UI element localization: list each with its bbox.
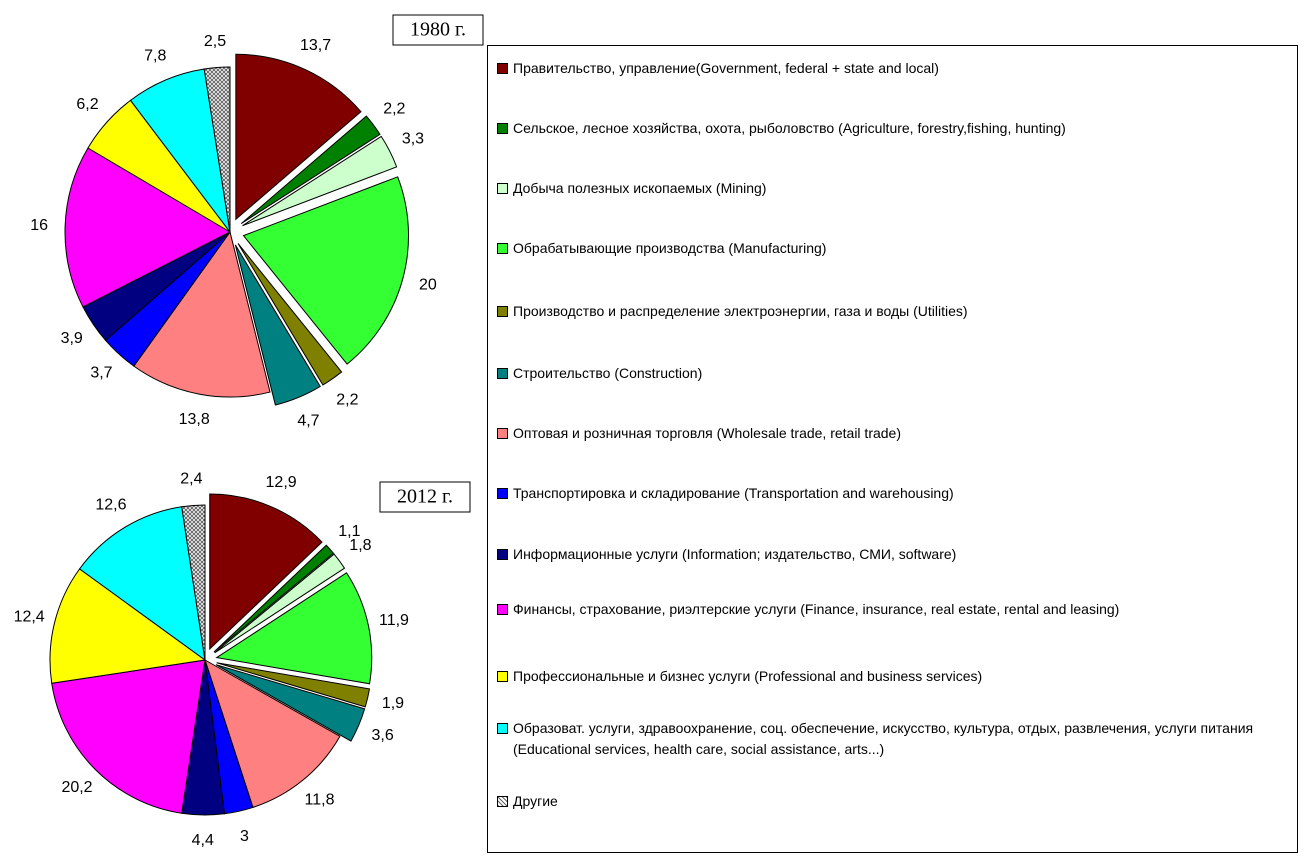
legend-label: Сельское, лесное хозяйства, охота, рыбол… bbox=[513, 120, 1066, 136]
legend-item: Добыча полезных ископаемых (Mining) bbox=[497, 178, 1287, 199]
legend-swatch bbox=[497, 306, 508, 317]
data-label: 3,7 bbox=[90, 364, 112, 381]
data-label: 1,9 bbox=[382, 695, 404, 712]
legend-swatch bbox=[497, 549, 508, 560]
pie-slice bbox=[49, 568, 207, 684]
data-label: 2,5 bbox=[204, 33, 226, 50]
data-label: 2,2 bbox=[383, 101, 405, 118]
data-label: 12,4 bbox=[14, 608, 45, 625]
pie-slice bbox=[240, 115, 381, 225]
legend-item: Транспортировка и складирование (Transpo… bbox=[497, 483, 1287, 504]
legend-swatch bbox=[497, 604, 508, 615]
data-label: 2,4 bbox=[180, 471, 202, 488]
pie-slice bbox=[214, 553, 346, 654]
legend-swatch bbox=[497, 243, 508, 254]
data-label: 7,8 bbox=[144, 47, 166, 64]
legend-item: Производство и распределение электроэнер… bbox=[497, 301, 1287, 322]
legend-label: Транспортировка и складирование (Transpo… bbox=[513, 485, 954, 501]
data-label: 13,8 bbox=[179, 411, 210, 428]
data-label: 3,3 bbox=[402, 131, 424, 148]
pie-slice bbox=[216, 662, 371, 708]
data-label: 20 bbox=[419, 277, 437, 294]
legend-swatch bbox=[497, 796, 508, 807]
legend-swatch bbox=[497, 428, 508, 439]
legend-label: Добыча полезных ископаемых (Mining) bbox=[513, 180, 767, 196]
pie-slice bbox=[242, 176, 410, 365]
legend-label: Финансы, страхование, риэлтерские услуги… bbox=[513, 601, 1120, 617]
data-label: 13,7 bbox=[300, 37, 331, 54]
pie-slice bbox=[181, 504, 206, 661]
chart-title: 1980 г. bbox=[410, 19, 466, 41]
data-label: 3,6 bbox=[371, 727, 393, 744]
legend-swatch bbox=[497, 123, 508, 134]
pie-slice bbox=[235, 53, 362, 221]
legend: Правительство, управление(Government, fe… bbox=[487, 45, 1298, 853]
legend-label: Другие bbox=[513, 793, 558, 809]
data-label: 12,9 bbox=[266, 474, 297, 491]
title-box bbox=[379, 481, 471, 513]
data-label: 3 bbox=[240, 828, 249, 845]
pie-slice bbox=[64, 147, 232, 308]
data-label: 1,8 bbox=[349, 537, 371, 554]
data-label: 16 bbox=[30, 217, 48, 234]
data-label: 12,6 bbox=[95, 497, 126, 514]
legend-swatch bbox=[497, 368, 508, 379]
data-label: 11,9 bbox=[379, 612, 409, 629]
legend-label: Информационные услуги (Information; изда… bbox=[513, 546, 957, 562]
data-label: 1,1 bbox=[338, 523, 360, 540]
pie-slice bbox=[204, 658, 341, 809]
pie-slice bbox=[215, 664, 366, 742]
data-label: 4,7 bbox=[297, 413, 319, 430]
legend-swatch bbox=[497, 723, 508, 734]
data-label: 4,4 bbox=[192, 832, 214, 849]
data-label: 3,9 bbox=[61, 330, 83, 347]
legend-label: Образоват. услуги, здравоохранение, соц.… bbox=[513, 720, 1254, 757]
pie-slice bbox=[234, 244, 321, 406]
title-box bbox=[392, 14, 484, 46]
legend-item: Оптовая и розничная торговля (Wholesale … bbox=[497, 423, 1287, 444]
pie-slice bbox=[78, 506, 206, 662]
data-label: 11,8 bbox=[305, 791, 335, 808]
legend-item: Информационные услуги (Information; изда… bbox=[497, 544, 1287, 565]
pie-slice bbox=[203, 66, 231, 233]
legend-label: Строительство (Construction) bbox=[513, 365, 703, 381]
legend-label: Производство и распределение электроэнер… bbox=[513, 303, 968, 319]
legend-label: Профессиональные и бизнес услуги (Profes… bbox=[513, 668, 983, 684]
legend-swatch bbox=[497, 183, 508, 194]
legend-item: Обрабатывающие производства (Manufacturi… bbox=[497, 238, 1287, 259]
pie-slice bbox=[51, 659, 206, 814]
legend-item: Строительство (Construction) bbox=[497, 363, 1287, 384]
legend-swatch bbox=[497, 488, 508, 499]
pie-slice bbox=[215, 572, 373, 685]
data-label: 2,2 bbox=[336, 391, 358, 408]
data-label: 20,2 bbox=[61, 779, 92, 796]
legend-item: Правительство, управление(Government, fe… bbox=[497, 58, 1287, 79]
legend-item: Другие bbox=[497, 791, 1287, 812]
legend-item: Профессиональные и бизнес услуги (Profes… bbox=[497, 666, 1287, 687]
pie-slice bbox=[133, 230, 271, 398]
pie-slice bbox=[213, 544, 335, 653]
legend-item: Сельское, лесное хозяйства, охота, рыбол… bbox=[497, 118, 1287, 139]
legend-item: Образоват. услуги, здравоохранение, соц.… bbox=[497, 718, 1287, 760]
legend-label: Оптовая и розничная торговля (Wholesale … bbox=[513, 425, 902, 441]
legend-swatch bbox=[497, 63, 508, 74]
pie-slice bbox=[237, 243, 343, 386]
pie-slice bbox=[242, 135, 398, 227]
legend-item: Финансы, страхование, риэлтерские услуги… bbox=[497, 599, 1287, 620]
legend-swatch bbox=[497, 671, 508, 682]
chart-title: 2012 г. bbox=[397, 486, 453, 508]
pie-slice bbox=[209, 493, 323, 651]
legend-label: Обрабатывающие производства (Manufacturi… bbox=[513, 240, 827, 256]
legend-label: Правительство, управление(Government, fe… bbox=[513, 60, 939, 76]
data-label: 6,2 bbox=[76, 96, 98, 113]
